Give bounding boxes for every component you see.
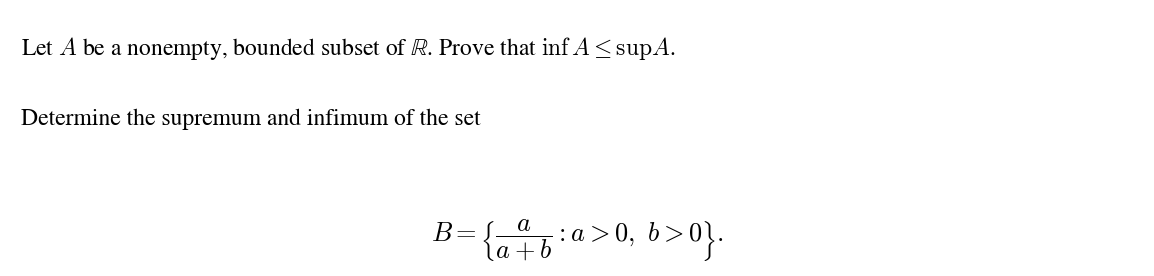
Text: $B = \left\{ \dfrac{a}{a+b} : a > 0, \ b > 0 \right\}.$: $B = \left\{ \dfrac{a}{a+b} : a > 0, \ b…: [430, 218, 724, 264]
Text: Determine the supremum and infimum of the set: Determine the supremum and infimum of th…: [21, 109, 480, 130]
Text: Let $A$ be a nonempty, bounded subset of $\mathbb{R}$. Prove that $\inf A \leq \: Let $A$ be a nonempty, bounded subset of…: [21, 35, 675, 62]
